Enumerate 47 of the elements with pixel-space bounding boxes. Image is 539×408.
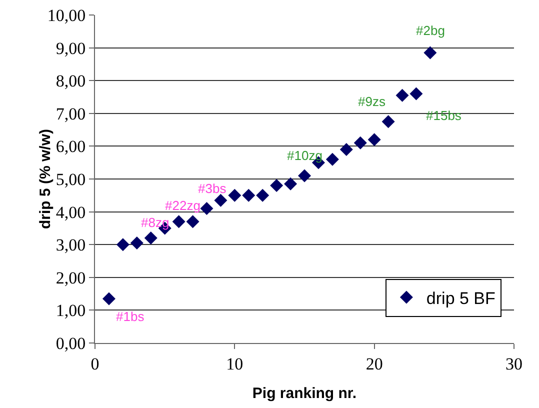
annotation: #8zg bbox=[141, 215, 170, 230]
point bbox=[326, 152, 339, 166]
point bbox=[410, 87, 423, 100]
y-axis-title: drip 5 (% w/w) bbox=[36, 128, 54, 230]
y-tick-label: 3,00 bbox=[56, 236, 86, 255]
point bbox=[116, 238, 130, 252]
point bbox=[298, 169, 311, 182]
point bbox=[186, 215, 200, 228]
y-tick-label: 9,00 bbox=[56, 38, 86, 58]
point bbox=[228, 188, 242, 202]
y-tick-label: 0,00 bbox=[56, 334, 86, 353]
legend-label: drip 5 BF bbox=[426, 288, 496, 308]
point bbox=[270, 179, 284, 192]
point bbox=[242, 188, 256, 202]
point bbox=[214, 194, 228, 207]
point bbox=[200, 202, 214, 216]
point bbox=[284, 177, 298, 190]
point bbox=[382, 115, 395, 128]
y-tick-label: 7,00 bbox=[56, 104, 86, 124]
point bbox=[256, 188, 270, 202]
annotation: #22zg bbox=[165, 198, 200, 213]
y-tick-label: 6,00 bbox=[56, 137, 86, 156]
point bbox=[340, 142, 353, 156]
annotation: #3bs bbox=[198, 181, 227, 196]
y-tick-label: 1,00 bbox=[56, 301, 86, 320]
y-tick-label: 5,00 bbox=[56, 170, 86, 189]
point bbox=[354, 136, 367, 150]
x-tick-label: 10 bbox=[226, 354, 244, 374]
point bbox=[102, 292, 116, 306]
point bbox=[130, 236, 144, 250]
annotation: #10zg bbox=[287, 148, 322, 163]
y-tick-label: 8,00 bbox=[56, 72, 86, 91]
y-tick-label: 2,00 bbox=[56, 268, 86, 288]
point bbox=[368, 133, 381, 146]
y-tick-label: 10,00 bbox=[47, 6, 86, 25]
point bbox=[424, 46, 437, 60]
x-axis-title: Pig ranking nr. bbox=[252, 385, 357, 402]
annotation: #1bs bbox=[116, 309, 145, 324]
point bbox=[396, 88, 409, 102]
x-tick-label: 30 bbox=[506, 354, 522, 374]
annotation: #9zs bbox=[358, 94, 386, 109]
x-tick-label: 0 bbox=[90, 354, 100, 374]
point bbox=[172, 215, 186, 228]
y-tick-label: 4,00 bbox=[56, 202, 86, 222]
point bbox=[144, 232, 158, 245]
annotation: #2bg bbox=[416, 23, 445, 38]
x-tick-label: 20 bbox=[366, 354, 383, 374]
